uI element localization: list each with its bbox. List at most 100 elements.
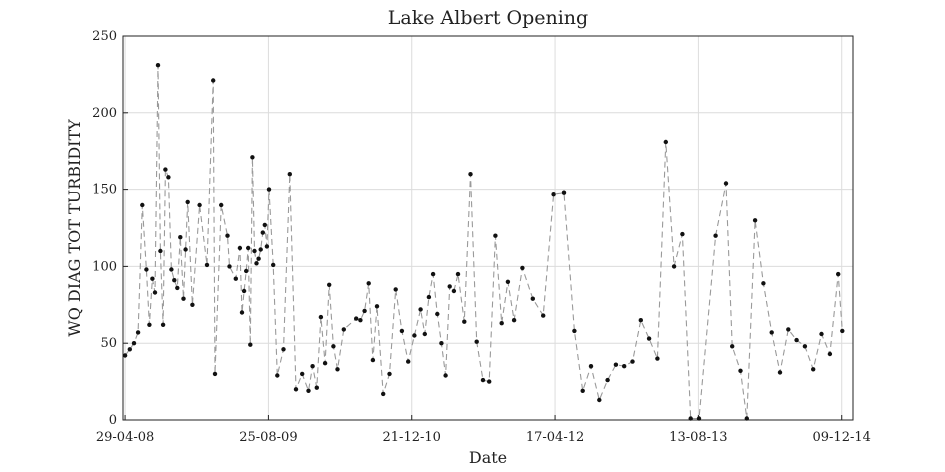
x-axis-label: Date (469, 448, 507, 467)
data-point (435, 311, 440, 317)
data-point (761, 281, 766, 286)
data-point (327, 282, 332, 287)
data-point (354, 316, 359, 321)
data-point (443, 373, 448, 378)
data-point (723, 181, 729, 186)
data-point (293, 387, 299, 392)
x-tick-label: 25-08-09 (239, 430, 297, 445)
y-tick-label: 150 (92, 183, 117, 198)
data-point (163, 167, 168, 172)
data-point (212, 371, 218, 377)
data-point (688, 416, 693, 421)
data-point (827, 351, 833, 357)
data-point (160, 322, 166, 327)
data-point (122, 353, 128, 358)
data-point (777, 370, 783, 375)
data-point (331, 344, 336, 349)
x-tick-label: 09-12-14 (813, 430, 871, 445)
plot-frame (122, 35, 854, 421)
data-point (358, 318, 363, 323)
data-point (250, 155, 255, 160)
data-point (144, 267, 149, 272)
data-point (769, 330, 774, 335)
data-point (399, 328, 405, 334)
data-point (430, 271, 436, 277)
data-point (439, 341, 444, 346)
data-point (802, 344, 808, 349)
data-point (197, 202, 202, 208)
data-point (663, 139, 668, 145)
data-point (613, 362, 619, 367)
y-tick-label: 50 (100, 336, 117, 351)
data-point (505, 279, 511, 284)
data-point (287, 172, 292, 177)
data-point (131, 341, 137, 346)
data-point (306, 388, 311, 393)
data-point (451, 288, 457, 294)
data-point (266, 187, 272, 192)
series-line (124, 65, 843, 420)
data-point (840, 328, 845, 334)
data-point (158, 248, 163, 254)
data-point (696, 416, 702, 421)
data-point (175, 285, 180, 291)
x-tick-label: 17-04-12 (526, 430, 584, 445)
data-point (370, 357, 376, 363)
data-point (244, 268, 249, 274)
data-point (190, 302, 195, 307)
data-point (248, 342, 253, 347)
data-point (322, 361, 328, 366)
data-point (310, 364, 315, 369)
data-point (744, 416, 749, 421)
y-axis-label: WQ DIAG TOT TURBIDITY (65, 119, 84, 337)
data-point (646, 336, 652, 341)
data-points (122, 62, 845, 421)
data-point (406, 359, 411, 364)
data-point (671, 264, 677, 269)
data-point (150, 276, 155, 281)
data-point (836, 271, 841, 277)
data-point (219, 202, 224, 208)
data-point (588, 364, 594, 369)
data-point (166, 175, 171, 180)
data-point (241, 288, 247, 294)
data-point (183, 247, 188, 252)
data-point (178, 235, 183, 240)
x-tick-label: 29-04-08 (96, 430, 154, 445)
y-tick-label: 250 (92, 29, 117, 44)
grid (123, 35, 853, 421)
data-point (520, 265, 525, 271)
data-point (511, 318, 517, 323)
y-tick-label: 0 (109, 413, 117, 428)
data-point (561, 190, 567, 195)
data-point (530, 296, 535, 301)
data-point (362, 308, 367, 314)
data-point (638, 318, 643, 323)
data-point (499, 321, 504, 326)
data-point (260, 230, 265, 235)
data-point (487, 379, 492, 384)
data-point (418, 307, 423, 312)
data-point (366, 281, 371, 286)
data-point (713, 233, 718, 238)
data-point (493, 233, 498, 238)
data-point (597, 397, 602, 403)
data-point (794, 337, 799, 343)
data-point (730, 344, 735, 349)
data-point (819, 331, 824, 337)
data-point (246, 245, 251, 251)
data-point (447, 284, 452, 289)
data-point (335, 367, 340, 372)
data-point (541, 313, 546, 318)
y-tick-label: 200 (92, 106, 117, 121)
data-point (314, 385, 319, 390)
data-point (211, 78, 216, 83)
data-point (381, 391, 386, 397)
data-point (256, 256, 261, 261)
data-point (630, 359, 635, 364)
data-point (254, 261, 259, 266)
data-point (233, 276, 238, 281)
data-point (275, 373, 280, 378)
data-point (281, 347, 286, 352)
